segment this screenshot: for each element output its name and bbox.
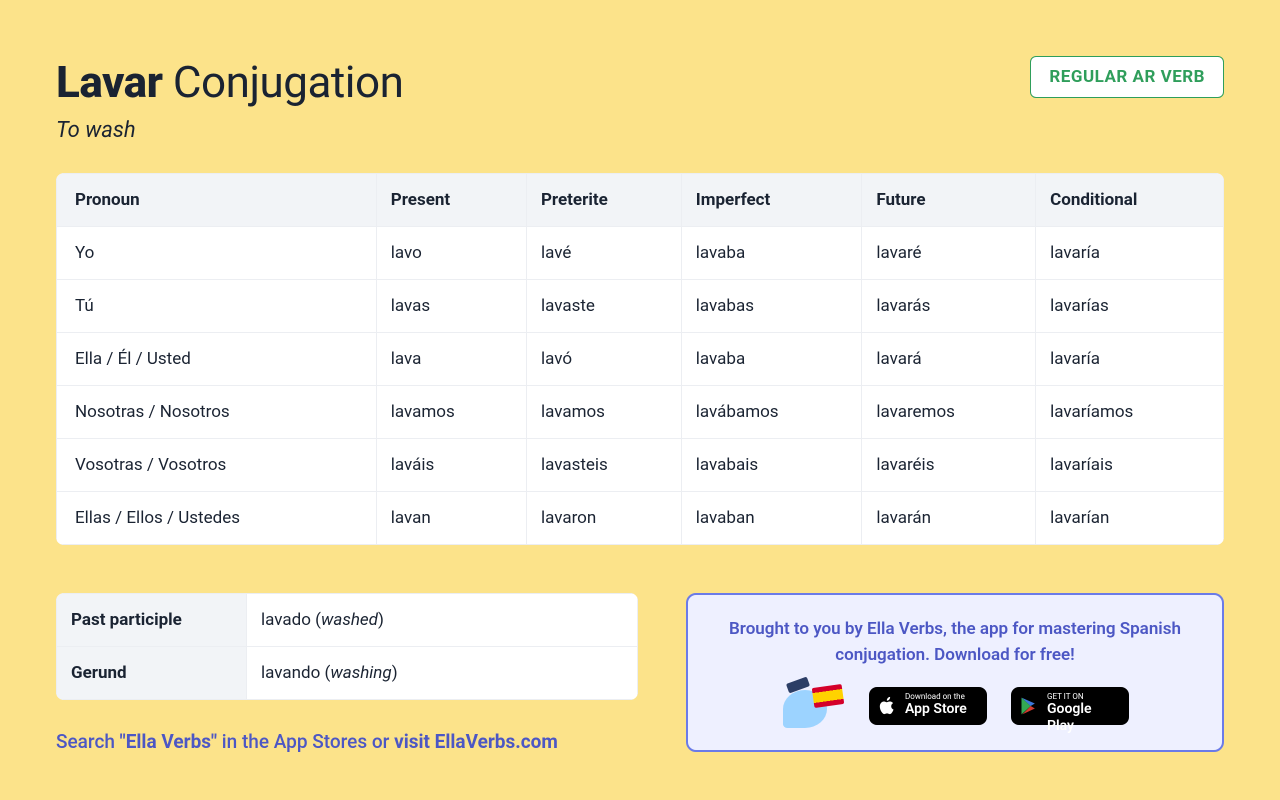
table-cell: lavaríais (1036, 439, 1224, 492)
table-row: Vosotras / Vosotroslaváislavasteislavaba… (57, 439, 1224, 492)
table-cell: lavaron (526, 492, 681, 545)
table-cell: Vosotras / Vosotros (57, 439, 377, 492)
table-cell: lavaréis (862, 439, 1036, 492)
google-play-badge[interactable]: GET IT ON Google Play (1011, 687, 1129, 725)
past-participle-value: lavado (washed) (247, 594, 638, 647)
table-cell: lava (376, 333, 526, 386)
app-store-badge[interactable]: Download on the App Store (869, 687, 987, 725)
gerund-value: lavando (washing) (247, 647, 638, 700)
table-cell: lavan (376, 492, 526, 545)
col-imperfect: Imperfect (681, 174, 862, 227)
table-cell: lavas (376, 280, 526, 333)
verb-name: Lavar (56, 56, 163, 108)
past-participle-label: Past participle (57, 594, 247, 647)
header: Lavar Conjugation To wash REGULAR AR VER… (56, 56, 1224, 143)
promo-badges: Download on the App Store GET IT ON Goog… (716, 684, 1194, 728)
table-row: Yolavolavélavabalavarélavaría (57, 227, 1224, 280)
table-row: Túlavaslavastelavabaslavaráslavarías (57, 280, 1224, 333)
forms-table: Past participle lavado (washed) Gerund l… (56, 593, 638, 700)
search-line: Search "Ella Verbs" in the App Stores or… (56, 730, 638, 753)
table-cell: lavó (526, 333, 681, 386)
gerund-label: Gerund (57, 647, 247, 700)
col-present: Present (376, 174, 526, 227)
table-row: Ellas / Ellos / Ustedeslavanlavaronlavab… (57, 492, 1224, 545)
promo-box: Brought to you by Ella Verbs, the app fo… (686, 593, 1224, 752)
table-cell: Ella / Él / Usted (57, 333, 377, 386)
table-cell: lavaba (681, 227, 862, 280)
page-title: Lavar Conjugation (56, 56, 403, 108)
bottom-row: Past participle lavado (washed) Gerund l… (56, 593, 1224, 753)
table-row: Ella / Él / Ustedlavalavólavabalavarálav… (57, 333, 1224, 386)
table-cell: lavaré (862, 227, 1036, 280)
table-cell: lavábamos (681, 386, 862, 439)
mascot-icon (781, 684, 845, 728)
table-cell: lavará (862, 333, 1036, 386)
app-store-small: Download on the (905, 693, 975, 701)
table-cell: Ellas / Ellos / Ustedes (57, 492, 377, 545)
table-cell: laváis (376, 439, 526, 492)
col-preterite: Preterite (526, 174, 681, 227)
table-cell: lavo (376, 227, 526, 280)
promo-text: Brought to you by Ella Verbs, the app fo… (716, 617, 1194, 668)
table-cell: lavarás (862, 280, 1036, 333)
table-cell: lavarían (1036, 492, 1224, 545)
search-quoted: "Ella Verbs" (120, 730, 217, 753)
col-conditional: Conditional (1036, 174, 1224, 227)
verb-type-badge: REGULAR AR VERB (1030, 56, 1224, 98)
table-cell: lavasteis (526, 439, 681, 492)
table-row: Nosotras / Nosotroslavamoslavamoslavábam… (57, 386, 1224, 439)
table-cell: Tú (57, 280, 377, 333)
table-cell: lavaría (1036, 333, 1224, 386)
table-header-row: Pronoun Present Preterite Imperfect Futu… (57, 174, 1224, 227)
apple-icon (877, 696, 897, 716)
table-cell: lavamos (526, 386, 681, 439)
title-block: Lavar Conjugation To wash (56, 56, 403, 143)
table-row: Past participle lavado (washed) (57, 594, 638, 647)
table-cell: lavarán (862, 492, 1036, 545)
table-cell: Nosotras / Nosotros (57, 386, 377, 439)
conjugation-table: Pronoun Present Preterite Imperfect Futu… (56, 173, 1224, 545)
table-cell: lavaremos (862, 386, 1036, 439)
table-cell: lavamos (376, 386, 526, 439)
table-cell: lavaste (526, 280, 681, 333)
table-cell: lavé (526, 227, 681, 280)
google-play-big: Google Play (1047, 701, 1117, 735)
subtitle: To wash (56, 118, 403, 143)
forms-block: Past participle lavado (washed) Gerund l… (56, 593, 638, 753)
table-cell: lavaríamos (1036, 386, 1224, 439)
col-future: Future (862, 174, 1036, 227)
table-row: Gerund lavando (washing) (57, 647, 638, 700)
google-play-small: GET IT ON (1047, 693, 1117, 701)
app-store-big: App Store (905, 701, 975, 718)
table-cell: Yo (57, 227, 377, 280)
table-cell: lavarías (1036, 280, 1224, 333)
table-cell: lavabas (681, 280, 862, 333)
visit-link[interactable]: visit EllaVerbs.com (394, 730, 558, 753)
table-cell: lavabais (681, 439, 862, 492)
google-play-icon (1019, 696, 1039, 716)
table-cell: lavaba (681, 333, 862, 386)
table-cell: lavaban (681, 492, 862, 545)
col-pronoun: Pronoun (57, 174, 377, 227)
title-rest: Conjugation (173, 56, 403, 108)
table-cell: lavaría (1036, 227, 1224, 280)
